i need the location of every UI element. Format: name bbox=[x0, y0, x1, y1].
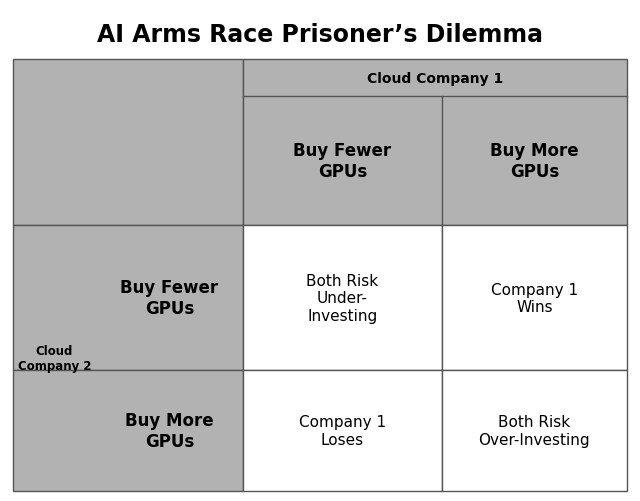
Bar bbox=[243, 60, 627, 226]
Bar bbox=[13, 60, 243, 226]
Text: Buy Fewer
GPUs: Buy Fewer GPUs bbox=[293, 142, 392, 181]
Bar bbox=[442, 370, 627, 491]
Bar bbox=[243, 370, 442, 491]
Bar bbox=[442, 226, 627, 370]
Bar bbox=[243, 226, 442, 370]
Text: Buy More
GPUs: Buy More GPUs bbox=[490, 142, 579, 181]
Text: Company 1
Wins: Company 1 Wins bbox=[491, 282, 578, 314]
Text: Cloud
Company 2: Cloud Company 2 bbox=[17, 345, 91, 372]
Text: Buy Fewer
GPUs: Buy Fewer GPUs bbox=[120, 279, 218, 318]
Text: Cloud Company 1: Cloud Company 1 bbox=[367, 71, 503, 85]
Text: Both Risk
Under-
Investing: Both Risk Under- Investing bbox=[307, 274, 378, 323]
Text: Both Risk
Over-Investing: Both Risk Over-Investing bbox=[479, 414, 590, 447]
Bar bbox=[13, 370, 243, 491]
Text: Company 1
Loses: Company 1 Loses bbox=[299, 414, 386, 447]
Text: Buy More
GPUs: Buy More GPUs bbox=[125, 411, 214, 450]
Bar bbox=[13, 226, 243, 370]
Text: AI Arms Race Prisoner’s Dilemma: AI Arms Race Prisoner’s Dilemma bbox=[97, 23, 543, 47]
